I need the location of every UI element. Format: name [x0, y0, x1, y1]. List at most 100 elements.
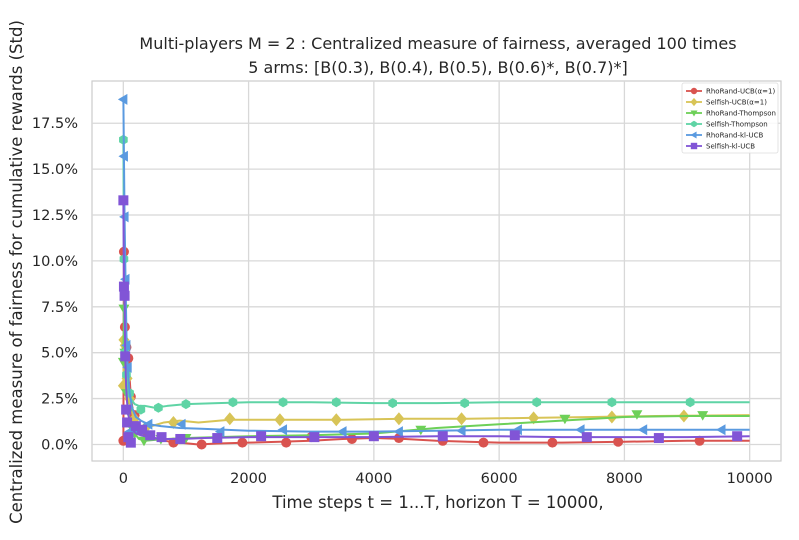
legend-label: RhoRand-kl-UCB	[706, 132, 764, 140]
x-axis-label: Time steps t = 1...T, horizon T = 10000,	[271, 493, 603, 512]
data-point	[697, 411, 709, 421]
series-selfish-thompson	[119, 134, 750, 415]
data-point	[212, 433, 223, 444]
data-point	[274, 413, 286, 427]
data-point	[456, 412, 468, 426]
data-point	[181, 399, 191, 410]
y-tick-label: 2.5%	[41, 392, 78, 408]
y-tick-label: 15.0%	[32, 162, 78, 178]
data-point	[388, 398, 397, 409]
data-point	[142, 418, 153, 430]
data-point	[277, 424, 288, 436]
x-tick-label: 8000	[606, 471, 643, 487]
y-tick-label: 12.5%	[32, 208, 78, 224]
data-point	[509, 430, 520, 441]
y-tick-label: 17.5%	[32, 116, 78, 132]
legend-label: RhoRand-Thompson	[706, 110, 776, 118]
data-point	[175, 433, 186, 444]
x-axis-ticks: 0 2000 4000 6000 8000 10000	[119, 471, 773, 487]
data-point	[478, 437, 489, 448]
legend-marker	[690, 97, 698, 107]
data-point	[117, 93, 128, 105]
data-point	[256, 431, 267, 442]
data-point	[120, 351, 131, 362]
data-point	[631, 410, 643, 420]
data-point	[331, 397, 341, 408]
data-point	[119, 290, 130, 301]
data-point	[117, 379, 129, 393]
data-point	[228, 397, 238, 408]
data-point	[154, 402, 163, 413]
data-point	[122, 417, 133, 428]
data-point	[136, 404, 146, 415]
series-line	[122, 139, 750, 409]
data-point	[653, 433, 664, 444]
legend-label: Selfish-UCB(α=1)	[706, 99, 767, 107]
data-point	[437, 431, 448, 442]
data-point	[196, 439, 207, 450]
y-axis-label: Centralized measure of fairness for cumu…	[7, 20, 26, 524]
data-point	[137, 424, 148, 435]
x-tick-label: 4000	[355, 471, 392, 487]
data-point	[607, 397, 617, 408]
y-tick-label: 7.5%	[41, 300, 78, 316]
data-point	[121, 404, 132, 415]
data-point	[330, 413, 342, 427]
data-point	[685, 397, 695, 408]
data-point	[393, 412, 405, 426]
data-point	[732, 431, 743, 442]
data-point	[547, 437, 558, 448]
x-tick-label: 6000	[481, 471, 518, 487]
chart-title: Multi-players M = 2 : Centralized measur…	[139, 34, 736, 53]
legend-label: Selfish-Thompson	[706, 121, 768, 129]
legend-label: RhoRand-UCB(α=1)	[706, 88, 775, 96]
legend-marker	[690, 142, 698, 150]
y-axis-ticks: 0.0% 2.5% 5.0% 7.5% 10.0% 12.5% 15.0% 17.5%	[32, 116, 78, 453]
legend-marker	[691, 120, 697, 128]
data-point	[337, 426, 347, 438]
data-point	[532, 397, 542, 408]
data-point	[368, 431, 379, 442]
data-point	[460, 398, 470, 409]
data-point	[309, 432, 320, 443]
y-tick-label: 10.0%	[32, 254, 78, 270]
data-point	[167, 415, 179, 429]
y-tick-label: 5.0%	[41, 346, 78, 362]
data-point	[118, 281, 129, 292]
legend-marker	[690, 87, 698, 95]
data-point	[694, 435, 705, 446]
data-point	[224, 412, 236, 426]
x-tick-label: 10000	[727, 471, 773, 487]
data-point	[613, 436, 624, 447]
legend-box	[681, 82, 779, 154]
data-point	[125, 437, 136, 448]
data-point	[346, 433, 357, 444]
data-point	[281, 437, 292, 448]
data-point	[278, 397, 288, 408]
x-tick-label: 2000	[230, 471, 267, 487]
plot-area	[91, 80, 782, 462]
data-point	[118, 150, 128, 162]
series-layer	[117, 93, 750, 450]
data-point	[237, 437, 248, 448]
legend: RhoRand-UCB(α=1) Selfish-UCB(α=1) RhoRand-…	[681, 82, 779, 154]
data-point	[118, 195, 129, 206]
data-point	[559, 414, 571, 425]
data-point	[122, 361, 132, 373]
data-point	[581, 432, 592, 443]
x-tick-label: 0	[119, 471, 128, 487]
y-tick-label: 0.0%	[41, 437, 78, 453]
data-point	[176, 418, 186, 430]
data-point	[145, 430, 156, 441]
legend-label: Selfish-kl-UCB	[706, 143, 755, 151]
legend-marker	[690, 131, 697, 139]
data-point	[393, 426, 403, 438]
chart-subtitle: 5 arms: [B(0.3), B(0.4), B(0.5), B(0.6)*…	[248, 58, 627, 77]
data-point	[716, 424, 726, 436]
data-point	[156, 432, 167, 443]
data-point	[637, 424, 648, 436]
data-point	[456, 425, 466, 437]
plot-frame	[91, 80, 782, 462]
legend-marker	[690, 110, 698, 117]
